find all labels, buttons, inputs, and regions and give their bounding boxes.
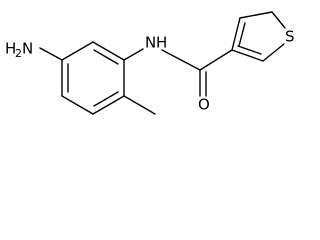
- double-bond-inner: [93, 49, 119, 65]
- bond: [123, 48, 144, 61]
- bond: [61, 95, 94, 115]
- bond: [61, 41, 94, 61]
- atom-label: O: [198, 96, 210, 114]
- atom-label: H: [156, 34, 167, 52]
- bond: [271, 11, 286, 29]
- atom-label: 2: [15, 47, 22, 60]
- bond: [39, 47, 63, 61]
- bond: [231, 17, 241, 51]
- bond: [92, 41, 125, 61]
- bond: [123, 95, 156, 115]
- atom-label: S: [285, 28, 295, 46]
- bond: [231, 49, 264, 62]
- double-bond-inner: [238, 22, 246, 47]
- bond: [262, 43, 285, 62]
- bond: [239, 11, 273, 19]
- molecule: H 2 N N H O S: [5, 11, 295, 115]
- bond: [199, 49, 233, 71]
- atom-label: N: [22, 40, 33, 58]
- bond: [161, 49, 201, 71]
- bonds: [39, 11, 286, 115]
- atom-label: H: [5, 40, 16, 58]
- double-bond-inner: [237, 45, 262, 55]
- double-bond-inner: [93, 91, 119, 107]
- bond: [92, 95, 125, 115]
- atom-label: N: [145, 34, 156, 52]
